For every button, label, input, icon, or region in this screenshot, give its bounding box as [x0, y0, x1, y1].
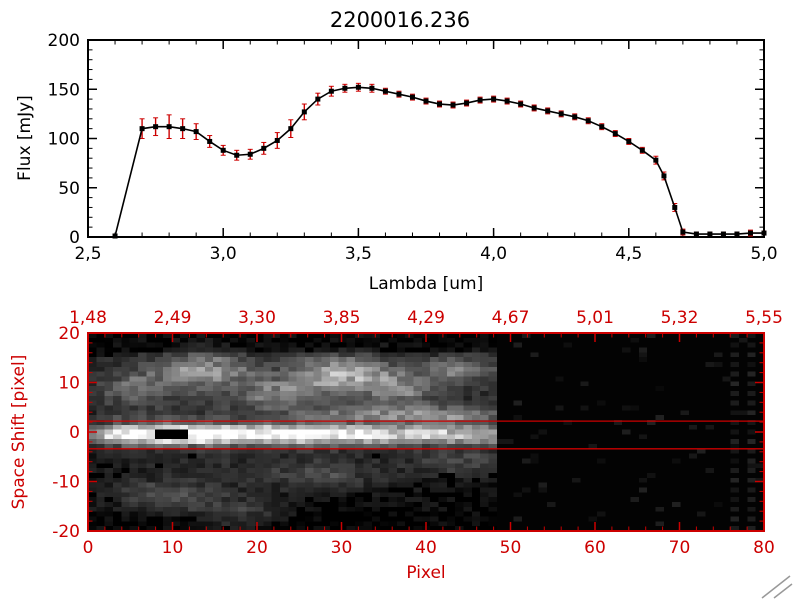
- data-point-marker: [288, 126, 294, 132]
- x-tick-label: 60: [584, 538, 606, 558]
- flux-axis-label: Flux [mJy]: [15, 95, 35, 181]
- data-point-marker: [274, 137, 280, 143]
- wavelength-tick-label: 5,55: [745, 308, 783, 328]
- data-point-marker: [626, 138, 632, 144]
- data-point-marker: [180, 126, 186, 132]
- data-point-marker: [301, 109, 307, 115]
- data-point-marker: [437, 101, 443, 107]
- wavelength-tick-label: 3,85: [323, 308, 361, 328]
- data-point-marker: [491, 96, 497, 102]
- data-point-marker: [396, 91, 402, 97]
- data-point-marker: [653, 157, 659, 163]
- y-tick-label: 100: [48, 130, 80, 150]
- data-point-marker: [734, 231, 740, 237]
- data-point-marker: [355, 84, 361, 90]
- x-tick-label: 5,0: [750, 244, 777, 264]
- data-point-marker: [450, 102, 456, 108]
- spectral-2d-image: [88, 333, 764, 531]
- data-point-marker: [661, 173, 667, 179]
- data-point-marker: [612, 131, 618, 137]
- data-point-marker: [315, 96, 321, 102]
- wavelength-tick-label: 4,29: [407, 308, 445, 328]
- data-point-marker: [220, 147, 226, 153]
- wavelength-tick-label: 4,67: [492, 308, 530, 328]
- data-point-marker: [720, 231, 726, 237]
- x-tick-label: 40: [415, 538, 437, 558]
- data-point-marker: [477, 97, 483, 103]
- y-tick-label: -10: [52, 473, 80, 493]
- data-point-marker: [193, 129, 199, 135]
- data-point-marker: [423, 98, 429, 104]
- wavelength-tick-label: 2,49: [154, 308, 192, 328]
- data-point-marker: [585, 118, 591, 124]
- x-tick-label: 80: [753, 538, 775, 558]
- data-point-marker: [672, 204, 678, 210]
- data-point-marker: [761, 230, 767, 236]
- x-tick-label: 50: [500, 538, 522, 558]
- y-tick-label: 50: [58, 179, 80, 199]
- data-point-marker: [409, 94, 415, 100]
- data-point-marker: [545, 108, 551, 114]
- data-point-marker: [112, 233, 118, 239]
- y-tick-label: -20: [52, 522, 80, 542]
- data-point-marker: [464, 100, 470, 106]
- observation-title: 2200016.236: [329, 8, 471, 32]
- x-tick-label: 4,0: [480, 244, 507, 264]
- data-point-marker: [599, 124, 605, 130]
- data-point-marker: [166, 124, 172, 130]
- wavelength-tick-label: 5,32: [661, 308, 699, 328]
- data-point-marker: [707, 231, 713, 237]
- x-tick-label: 70: [669, 538, 691, 558]
- y-tick-label: 0: [69, 228, 80, 248]
- lambda-axis-label: Lambda [um]: [368, 274, 484, 294]
- x-tick-label: 4,5: [615, 244, 642, 264]
- x-tick-label: 3,5: [345, 244, 372, 264]
- space-shift-axis-label: Space Shift [pixel]: [9, 354, 29, 510]
- data-point-marker: [207, 138, 213, 144]
- data-point-marker: [558, 111, 564, 117]
- y-tick-label: 0: [69, 423, 80, 443]
- data-point-marker: [153, 124, 159, 130]
- data-point-marker: [531, 105, 537, 111]
- plot-frame: [87, 39, 765, 238]
- x-tick-label: 2,5: [74, 244, 101, 264]
- data-point-marker: [328, 88, 334, 94]
- data-point-marker: [369, 85, 375, 91]
- data-point-marker: [261, 145, 267, 151]
- data-point-marker: [382, 88, 388, 94]
- wavelength-tick-label: 5,01: [576, 308, 614, 328]
- data-point-marker: [572, 114, 578, 120]
- spectrum-line: [114, 86, 764, 237]
- wavelength-tick-label: 1,48: [69, 308, 107, 328]
- data-point-marker: [518, 101, 524, 107]
- wavelength-tick-label: 3,30: [238, 308, 276, 328]
- x-tick-label: 30: [331, 538, 353, 558]
- data-point-marker: [342, 85, 348, 91]
- x-tick-label: 20: [246, 538, 268, 558]
- y-tick-label: 10: [58, 374, 80, 394]
- y-tick-label: 150: [48, 80, 80, 100]
- data-point-marker: [747, 230, 753, 236]
- pixel-axis-label: Pixel: [406, 563, 446, 583]
- data-point-marker: [139, 126, 145, 132]
- data-point-marker: [504, 98, 510, 104]
- data-point-marker: [693, 231, 699, 237]
- data-point-marker: [247, 151, 253, 157]
- y-tick-label: 200: [48, 31, 80, 51]
- y-tick-label: 20: [58, 324, 80, 344]
- x-tick-label: 0: [83, 538, 94, 558]
- x-tick-label: 10: [162, 538, 184, 558]
- resize-grip-icon[interactable]: [756, 570, 796, 600]
- x-tick-label: 3,0: [210, 244, 237, 264]
- data-point-marker: [639, 147, 645, 153]
- data-point-marker: [680, 229, 686, 235]
- data-point-marker: [234, 152, 240, 158]
